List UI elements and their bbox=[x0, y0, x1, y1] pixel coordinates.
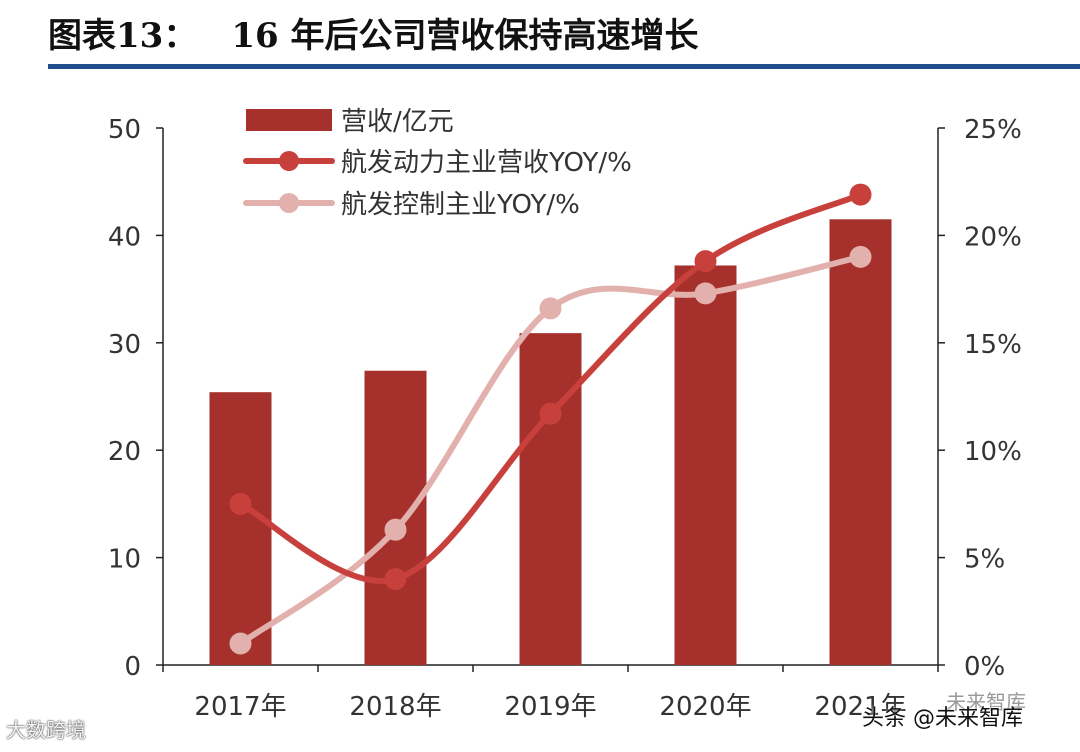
line-power-yoy-point bbox=[539, 402, 562, 425]
legend-control-yoy-marker bbox=[279, 193, 299, 213]
bar-revenue bbox=[364, 370, 427, 665]
bar-revenue bbox=[829, 219, 892, 666]
legend-power-yoy-label: 航发动力主业营收YOY/% bbox=[341, 148, 632, 178]
left-axis-tick-label: 30 bbox=[108, 330, 141, 360]
legend-power-yoy-marker bbox=[279, 151, 299, 171]
line-control-yoy-point bbox=[384, 518, 407, 541]
legend-revenue-label: 营收/亿元 bbox=[341, 107, 454, 137]
left-axis-tick-label: 0 bbox=[124, 652, 141, 682]
line-power-yoy-point bbox=[384, 568, 407, 591]
right-axis-tick-label: 10% bbox=[964, 437, 1022, 467]
x-axis-tick-label: 2018年 bbox=[349, 692, 441, 722]
right-axis-tick-label: 15% bbox=[964, 330, 1022, 360]
figure-title-text: 16 年后公司营收保持高速增长 bbox=[231, 16, 699, 56]
legend-revenue-swatch bbox=[246, 109, 332, 131]
figure-label: 图表13： bbox=[48, 16, 198, 56]
title-divider bbox=[48, 64, 1080, 69]
line-control-yoy-point bbox=[539, 297, 562, 320]
legend-control-yoy-label: 航发控制主业YOY/% bbox=[341, 190, 580, 220]
left-axis-tick-label: 10 bbox=[108, 545, 141, 575]
left-axis-tick-label: 20 bbox=[108, 437, 141, 467]
x-axis-tick-label: 2020年 bbox=[659, 692, 751, 722]
right-axis-tick-label: 5% bbox=[964, 545, 1005, 575]
x-axis-tick-label: 2019年 bbox=[504, 692, 596, 722]
line-control-yoy-point bbox=[849, 245, 872, 268]
watermark-left: 大数跨境 bbox=[6, 718, 86, 742]
line-control-yoy-point bbox=[229, 632, 252, 655]
left-axis-tick-label: 40 bbox=[108, 222, 141, 252]
x-axis-tick-label: 2021年 bbox=[814, 692, 906, 722]
right-axis-tick-label: 20% bbox=[964, 222, 1022, 252]
right-axis-tick-label: 25% bbox=[964, 115, 1022, 145]
bar-revenue bbox=[519, 333, 582, 665]
watermark-right: 头条 @未来智库 bbox=[862, 706, 1023, 731]
bar-revenue bbox=[674, 265, 737, 665]
line-power-yoy-point bbox=[694, 250, 717, 273]
watermark-corner: 未来智库 bbox=[946, 690, 1026, 714]
line-control-yoy-point bbox=[694, 282, 717, 305]
line-power-yoy-point bbox=[849, 183, 872, 206]
x-axis-tick-label: 2017年 bbox=[194, 692, 286, 722]
right-axis-tick-label: 0% bbox=[964, 652, 1005, 682]
figure-title: 图表13： 16 年后公司营收保持高速增长 bbox=[48, 8, 698, 57]
bar-revenue bbox=[209, 392, 272, 665]
line-power-yoy-point bbox=[229, 492, 252, 515]
left-axis-tick-label: 50 bbox=[108, 115, 141, 145]
